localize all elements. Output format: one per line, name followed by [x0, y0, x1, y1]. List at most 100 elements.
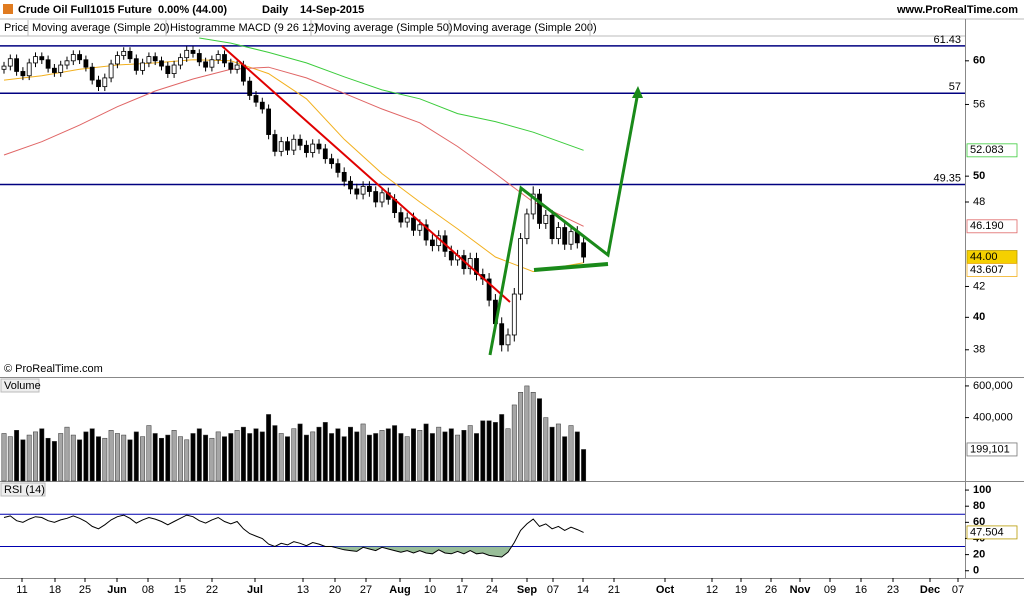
- candle-body: [448, 250, 454, 261]
- trend-line: [221, 45, 511, 303]
- moving-average: [199, 37, 584, 151]
- candle-body: [581, 242, 586, 258]
- candle-body: [140, 62, 146, 71]
- candle-body: [505, 334, 511, 346]
- x-tick-label: Aug: [389, 584, 410, 596]
- volume-bar: [14, 430, 20, 482]
- x-tick-label: 08: [142, 584, 154, 596]
- candle-body: [64, 60, 70, 66]
- volume-bar: [316, 426, 322, 482]
- volume-bar: [234, 430, 240, 482]
- volume-bar: [499, 414, 505, 482]
- candle-body: [537, 193, 542, 224]
- volume-bar: [285, 436, 290, 482]
- candle-body: [411, 217, 416, 231]
- value-box-label: 199,101: [970, 443, 1010, 455]
- candle-body: [511, 293, 517, 336]
- panel-label-box: [0, 482, 46, 497]
- volume-bar: [429, 433, 435, 482]
- candle-body: [127, 50, 133, 60]
- candle-body: [121, 50, 127, 56]
- volume-bar: [581, 449, 587, 482]
- y-tick-label: 0: [973, 565, 979, 577]
- value-box: [966, 219, 1018, 234]
- x-tick-label: 13: [297, 584, 309, 596]
- candle-body: [171, 64, 177, 74]
- x-tick-label: 07: [952, 584, 964, 596]
- volume-bar: [423, 423, 429, 482]
- volume-bar: [404, 436, 410, 482]
- x-tick-label: 17: [456, 584, 468, 596]
- volume-bar: [335, 428, 341, 482]
- candle-body: [543, 214, 549, 224]
- volume-bar: [524, 385, 530, 482]
- candle-body: [518, 238, 523, 295]
- volume-bar: [165, 434, 171, 482]
- candle-body: [429, 239, 435, 247]
- x-tick-label: 20: [329, 584, 341, 596]
- y-tick-label: 42: [973, 280, 985, 292]
- candle-body: [89, 66, 95, 81]
- volume-bar: [549, 426, 555, 482]
- volume-bar: [26, 434, 32, 482]
- y-tick-label: 80: [973, 500, 985, 512]
- volume-bar: [51, 441, 57, 482]
- volume-bar: [461, 430, 467, 482]
- candle-body: [354, 188, 360, 195]
- candle-body: [562, 227, 568, 245]
- candle-body: [234, 64, 240, 70]
- y-tick-label: 40: [973, 311, 985, 323]
- volume-bar: [537, 398, 542, 482]
- site-link[interactable]: www.ProRealTime.com: [896, 4, 1018, 16]
- volume-bar: [474, 433, 479, 482]
- candle-body: [39, 56, 45, 61]
- candle-body: [7, 58, 13, 67]
- x-tick-label: 18: [49, 584, 61, 596]
- candle-body: [228, 62, 234, 70]
- volume-bar: [102, 437, 108, 482]
- candle-body: [184, 49, 190, 59]
- candle-body: [335, 163, 341, 173]
- candle-body: [297, 138, 303, 146]
- panel-label-box: [0, 378, 40, 393]
- period: Daily: [262, 4, 289, 16]
- volume-bar: [303, 434, 309, 482]
- candle-body: [83, 59, 89, 68]
- volume-bar: [184, 439, 190, 482]
- volume-bar: [511, 404, 517, 482]
- x-tick-label: Nov: [790, 584, 812, 596]
- volume-bar: [228, 433, 234, 482]
- volume-bar: [354, 431, 360, 482]
- volume-bar: [411, 428, 416, 482]
- volume-bar: [385, 428, 391, 482]
- volume-bar: [467, 425, 473, 482]
- x-tick-label: 09: [824, 584, 836, 596]
- value-box-label: 46.190: [970, 220, 1004, 232]
- volume-bar: [366, 434, 372, 482]
- volume-bar: [45, 437, 51, 482]
- candle-body: [474, 258, 479, 275]
- candle-body: [568, 231, 574, 245]
- drawings: [221, 45, 643, 356]
- y-tick-label: 56: [973, 98, 985, 110]
- value-box: [966, 442, 1018, 457]
- candle-body: [209, 59, 215, 68]
- candle-body: [45, 59, 51, 69]
- value-box: [966, 143, 1018, 158]
- candle-body: [196, 53, 202, 63]
- moving-average: [3, 66, 584, 227]
- x-tick-label: 14: [577, 584, 589, 596]
- volume-bar: [291, 428, 297, 482]
- volume-bar: [33, 431, 38, 482]
- volume-bar: [442, 431, 448, 482]
- volume-bar: [146, 425, 152, 482]
- volume-bar: [64, 426, 70, 482]
- panel-label: RSI (14): [4, 484, 45, 496]
- candle-body: [278, 141, 284, 152]
- value-box: [966, 263, 1018, 277]
- level-label: 49.35: [933, 172, 961, 184]
- candle-body: [26, 62, 32, 77]
- x-tick-label: Dec: [920, 584, 940, 596]
- legend-entry: Histogramme MACD (9 26 12): [170, 22, 318, 34]
- volume-bar: [562, 436, 568, 482]
